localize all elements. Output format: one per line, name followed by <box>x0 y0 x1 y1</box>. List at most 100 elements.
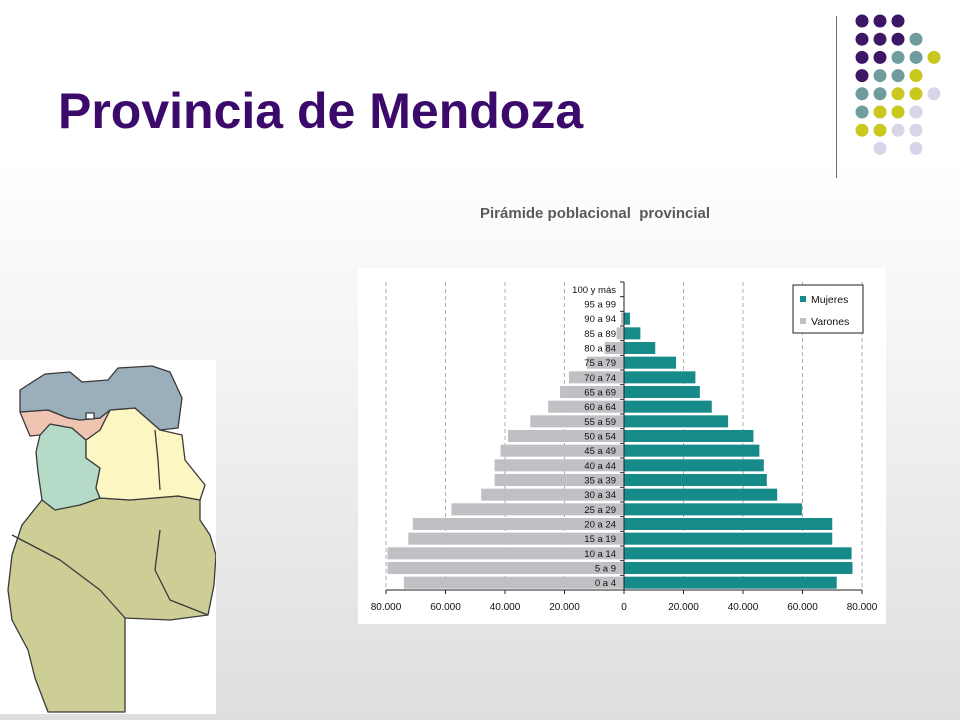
legend-label: Mujeres <box>811 294 848 306</box>
bar-varones <box>507 429 624 443</box>
bar-varones <box>616 327 624 340</box>
bar-mujeres <box>624 576 837 589</box>
category-label: 5 a 9 <box>595 564 616 575</box>
bar-mujeres <box>624 503 802 516</box>
category-label: 40 a 44 <box>584 461 616 472</box>
map-region-blue-north <box>19 365 183 431</box>
bar-mujeres <box>624 488 778 501</box>
decorative-dot <box>891 69 905 83</box>
x-tick-label: 40.000 <box>728 602 759 613</box>
decorative-dot <box>873 141 887 155</box>
population-pyramid-chart: 0 a 4 5 a 9 10 a 14 15 a 19 20 a 24 25 a 29 30… <box>358 268 886 624</box>
category-label: 10 a 14 <box>584 549 616 560</box>
bar-varones <box>494 473 624 487</box>
legend-swatch <box>800 296 806 302</box>
bar-varones <box>621 312 624 325</box>
category-label: 50 a 54 <box>584 432 616 443</box>
decorative-dot <box>927 87 941 101</box>
decorative-dot <box>891 105 905 119</box>
decorative-dot <box>909 105 923 119</box>
bar-varones <box>403 576 624 589</box>
decorative-dot <box>891 123 905 137</box>
bar-varones <box>530 415 624 428</box>
chart-bars <box>387 312 853 589</box>
bar-varones <box>500 444 624 457</box>
bar-varones <box>568 371 624 384</box>
bar-mujeres <box>624 312 630 325</box>
bar-varones <box>604 341 624 355</box>
category-label: 65 a 69 <box>584 388 616 399</box>
decorative-dot <box>855 87 869 101</box>
bar-mujeres <box>624 371 696 384</box>
category-label: 70 a 74 <box>584 373 616 384</box>
decorative-dot <box>873 87 887 101</box>
category-label: 100 y más <box>572 285 616 296</box>
x-tick-label: 80.000 <box>371 602 402 613</box>
chart-category-labels: 0 a 4 5 a 9 10 a 14 15 a 19 20 a 24 25 a 29 30… <box>572 285 616 589</box>
decorative-dot <box>855 105 869 119</box>
bar-mujeres <box>624 444 760 457</box>
decorative-divider <box>836 16 837 178</box>
bar-varones <box>494 459 624 472</box>
decorative-dot <box>891 32 905 46</box>
decorative-dot <box>855 14 869 28</box>
category-label: 85 a 89 <box>584 329 616 340</box>
category-label: 30 a 34 <box>584 490 616 501</box>
decorative-dot-grid <box>855 14 941 155</box>
category-label: 60 a 64 <box>584 402 616 413</box>
bar-mujeres <box>624 385 700 399</box>
category-label: 45 a 49 <box>584 446 616 457</box>
decorative-dot <box>855 32 869 46</box>
bar-mujeres <box>624 561 853 575</box>
category-label: 35 a 39 <box>584 476 616 487</box>
category-label: 80 a 84 <box>584 344 616 355</box>
x-tick-label: 40.000 <box>490 602 521 613</box>
decorative-dot <box>909 32 923 46</box>
mendoza-map-panel <box>0 360 217 714</box>
x-tick-label: 20.000 <box>668 602 699 613</box>
bar-varones <box>412 517 624 531</box>
chart-legend: Mujeres Varones <box>792 284 864 334</box>
bar-varones <box>387 547 624 560</box>
bar-varones <box>586 356 624 369</box>
decorative-dot <box>873 50 887 64</box>
x-tick-label: 80.000 <box>847 602 878 613</box>
decorative-dot <box>873 69 887 83</box>
x-tick-label: 0 <box>621 602 627 613</box>
decorative-dot <box>855 50 869 64</box>
bar-mujeres <box>624 517 833 531</box>
bar-mujeres <box>624 429 754 443</box>
decorative-dot <box>855 123 869 137</box>
category-label: 0 a 4 <box>595 578 616 589</box>
pyramid-svg: 0 a 4 5 a 9 10 a 14 15 a 19 20 a 24 25 a 29 30… <box>371 281 878 613</box>
bar-mujeres <box>624 473 767 487</box>
chart-axis: 80.000 60.000 40.000 20.000 0 20.000 40.000 60.… <box>371 281 878 613</box>
decorative-dot <box>891 87 905 101</box>
bar-mujeres <box>624 400 712 413</box>
bar-varones <box>408 532 624 545</box>
slide-title: Provincia de Mendoza <box>58 83 584 139</box>
decorative-dot <box>855 69 869 83</box>
decorative-dot <box>909 123 923 137</box>
decorative-dot <box>927 50 941 64</box>
decorative-dot <box>909 69 923 83</box>
category-label: 20 a 24 <box>584 520 616 531</box>
bar-mujeres <box>624 327 641 340</box>
x-tick-label: 20.000 <box>549 602 580 613</box>
decorative-dot <box>909 141 923 155</box>
category-label: 25 a 29 <box>584 505 616 516</box>
mendoza-map <box>7 365 217 713</box>
legend-label: Varones <box>811 316 849 328</box>
category-label: 90 a 94 <box>584 314 616 325</box>
x-tick-label: 60.000 <box>430 602 461 613</box>
bar-mujeres <box>624 532 833 545</box>
chart-caption: Pirámide poblacional provincial <box>480 205 711 222</box>
bar-varones <box>548 400 624 413</box>
decorative-dot <box>891 14 905 28</box>
category-label: 55 a 59 <box>584 417 616 428</box>
decorative-dot <box>891 50 905 64</box>
bar-mujeres <box>624 356 677 369</box>
decorative-dot <box>909 50 923 64</box>
decorative-dot <box>873 105 887 119</box>
bar-mujeres <box>624 341 656 355</box>
